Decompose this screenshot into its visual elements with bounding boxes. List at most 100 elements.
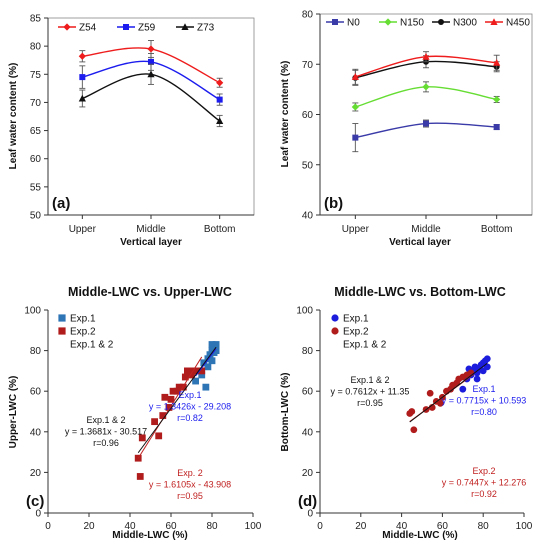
panel-c-point (175, 383, 183, 391)
panel-d-fit-annotation: Exp.2 (472, 466, 495, 476)
panel-a-point (147, 45, 155, 53)
panel-c-fit-annotation: Exp.1 & 2 (86, 415, 125, 425)
panel-c-point (206, 351, 214, 359)
panel-c-ytick-label: 60 (30, 387, 42, 398)
panel-a-point (216, 79, 224, 87)
panel-a-ytick-label: 55 (30, 182, 42, 193)
panel-b-ytick-label: 60 (302, 110, 314, 121)
panel-c-point (200, 359, 208, 367)
panel-c-xlabel: Middle-LWC (%) (112, 530, 188, 541)
panel-b-xtick-label: Middle (411, 224, 441, 235)
panel-a-ylabel: Leaf water content (%) (8, 63, 19, 170)
panel-c-point (169, 387, 177, 395)
panel-a-legend-marker (63, 23, 71, 31)
panel-d-point (483, 355, 491, 363)
panel-a-label: (a) (52, 195, 70, 212)
panel-b-xtick-label: Upper (342, 224, 370, 235)
panel-b-legend-label: N150 (400, 18, 424, 29)
panel-d-fit-annotation: y = 0.7447x + 12.276 (442, 478, 527, 488)
panel-a-ytick-label: 75 (30, 70, 42, 81)
panel-c-xtick-label: 80 (206, 521, 218, 532)
panel-d-ytick-label: 0 (307, 509, 313, 520)
panel-c-ytick-label: 80 (30, 346, 42, 357)
panel-b-legend-marker (490, 18, 498, 25)
panel-d-fit-annotation: y = 0.7715x + 10.593 (442, 396, 527, 406)
panel-c-point (136, 473, 144, 480)
panel-b-point (422, 83, 430, 91)
panel-a-point (79, 74, 86, 81)
panel-d-ytick-label: 80 (302, 346, 314, 357)
panel-c-fit-line (195, 348, 217, 377)
panel-c-xtick-label: 60 (165, 521, 177, 532)
panel-b-point (423, 120, 429, 127)
panel-c-point (155, 432, 163, 440)
panel-c-legend-extra: Exp.1 & 2 (70, 340, 114, 351)
panel-d-fit-annotation: Exp.1 (472, 384, 495, 394)
panel-c-point (165, 404, 173, 411)
panel-b-legend-label: N450 (506, 18, 530, 29)
panel-d-fit-line (409, 362, 488, 423)
panel-c-xtick-label: 0 (45, 521, 51, 532)
panel-b-point (352, 134, 359, 141)
panel-d-legend-label: Exp.2 (343, 327, 369, 338)
panel-b-point (493, 58, 501, 66)
panel-c-title: Middle-LWC vs. Upper-LWC (68, 285, 232, 299)
panel-b-ylabel: Leaf water content (%) (280, 61, 291, 168)
panel-c-fit-line (137, 356, 203, 459)
panel-a-ytick-label: 80 (30, 42, 42, 53)
panel-a-legend-label: Z59 (138, 23, 156, 34)
panel-b-point (351, 103, 359, 111)
panel-b-point (351, 73, 359, 80)
panel-c-ytick-label: 40 (30, 427, 42, 438)
panel-c-point (151, 418, 158, 426)
panel-c-point (192, 377, 199, 385)
panel-d-ytick-label: 100 (296, 306, 313, 317)
panel-d-xtick-label: 0 (317, 521, 323, 532)
panel-b-legend-label: N300 (453, 18, 477, 29)
panel-c-ytick-label: 20 (30, 468, 42, 479)
panel-c-fit-annotation: y = 1.3681x - 30.517 (65, 427, 147, 437)
panel-b-xtick-label: Bottom (481, 224, 513, 235)
panel-c-point (138, 434, 146, 442)
panel-b-point (422, 52, 430, 60)
panel-d-title: Middle-LWC vs. Bottom-LWC (334, 285, 506, 299)
panel-c-legend-label: Exp.2 (70, 327, 96, 338)
panel-d-fit-annotation: r=0.92 (471, 489, 497, 499)
panel-c-point (212, 347, 220, 354)
panel-b-legend-label: N0 (347, 18, 360, 29)
panel-c-ylabel: Upper-LWC (%) (8, 376, 19, 449)
panel-c-fit-annotation: r=0.96 (93, 438, 119, 448)
panel-d-xtick-label: 100 (516, 521, 533, 532)
panel-a-point (216, 117, 224, 125)
panel-b-legend-marker (438, 19, 444, 25)
panel-c-xtick-label: 100 (245, 521, 262, 532)
panel-d-point (436, 399, 444, 407)
panel-d-fit-annotation: r=0.80 (471, 407, 497, 417)
panel-c-legend-marker (58, 314, 66, 322)
panel-d-point (408, 408, 416, 415)
panel-b-ytick-label: 80 (302, 10, 314, 21)
panel-a-legend-marker (123, 24, 129, 30)
panel-c-xtick-label: 40 (124, 521, 136, 532)
panel-c-point (159, 412, 167, 419)
panel-c-ytick-label: 0 (35, 509, 41, 520)
panel-d-legend-extra: Exp.1 & 2 (343, 340, 387, 351)
panel-d-fit-annotation: y = 0.7612x + 11.35 (331, 387, 410, 397)
panel-d-xtick-label: 20 (355, 521, 367, 532)
panel-d-ytick-label: 40 (302, 427, 314, 438)
panel-c-point (208, 341, 216, 348)
panel-d-xtick-label: 40 (396, 521, 408, 532)
panel-a-legend-label: Z54 (79, 23, 97, 34)
panel-d-legend-marker (331, 327, 339, 335)
panel-c-point (198, 371, 206, 379)
panel-c-point (186, 367, 193, 375)
panel-c-point (188, 371, 195, 379)
panel-d-point (410, 426, 418, 434)
panel-c-point (204, 363, 212, 371)
panel-a-legend-marker (181, 23, 189, 30)
panel-a-ytick-label: 85 (30, 14, 42, 25)
panel-b-xlabel: Vertical layer (389, 237, 451, 248)
panel-d-legend-label: Exp.1 (343, 314, 369, 325)
panel-c-fit-annotation: r=0.82 (177, 413, 203, 423)
